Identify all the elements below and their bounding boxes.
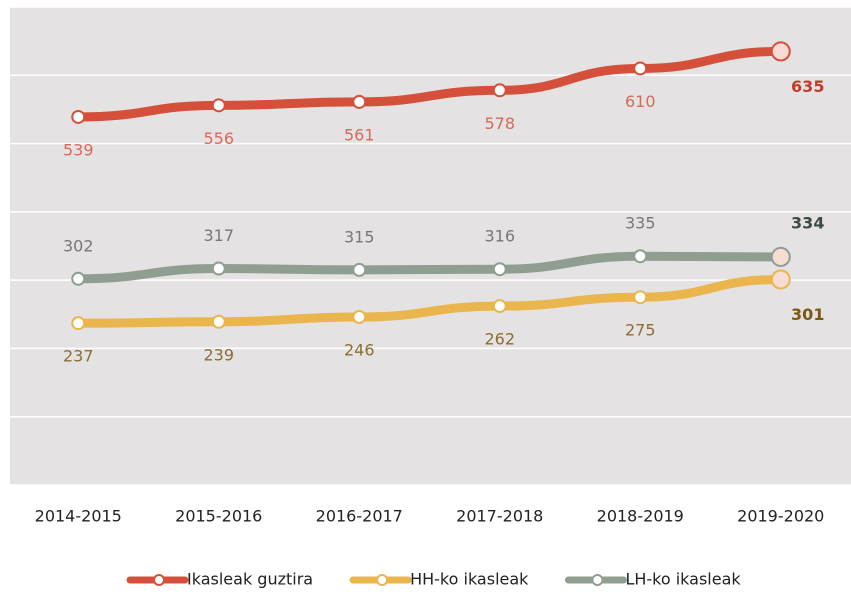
x-tick-label: 2014-2015 <box>35 507 122 526</box>
data-label: 315 <box>344 227 375 246</box>
point-marker <box>492 299 507 314</box>
data-label: 635 <box>791 77 824 96</box>
data-label: 262 <box>484 330 515 349</box>
legend-label: LH-ko ikasleak <box>625 570 741 589</box>
x-tick-label: 2018-2019 <box>597 507 684 526</box>
series-line <box>73 274 786 328</box>
data-label: 302 <box>63 236 94 255</box>
point-marker <box>633 249 648 264</box>
point-marker <box>492 83 507 98</box>
data-label: 539 <box>63 140 94 159</box>
legend-label: Ikasleak guztira <box>187 570 313 589</box>
legend-marker <box>153 574 165 586</box>
legend-label: HH-ko ikasleak <box>410 570 529 589</box>
point-marker <box>770 246 791 267</box>
data-label: 246 <box>344 341 375 360</box>
data-label: 610 <box>625 92 656 111</box>
point-marker <box>492 262 507 277</box>
point-marker <box>352 262 367 277</box>
point-marker <box>211 314 226 329</box>
point-marker <box>633 290 648 305</box>
legend-marker <box>376 574 389 586</box>
data-label: 561 <box>344 125 375 144</box>
data-label: 334 <box>791 213 824 232</box>
point-marker <box>352 310 367 325</box>
point-marker <box>71 316 86 331</box>
x-tick-label: 2015-2016 <box>175 507 262 526</box>
data-label: 275 <box>625 321 656 340</box>
point-marker <box>211 261 226 276</box>
point-marker <box>71 271 86 286</box>
data-label: 316 <box>484 227 515 246</box>
data-label: 578 <box>484 114 515 133</box>
data-label: 556 <box>203 129 234 148</box>
series-line <box>73 46 786 122</box>
data-label: 237 <box>63 347 94 366</box>
point-marker <box>770 269 791 290</box>
data-label: 317 <box>203 226 234 245</box>
point-marker <box>211 98 226 113</box>
x-tick-label: 2016-2017 <box>316 507 403 526</box>
data-label: 335 <box>625 214 656 233</box>
series-line <box>73 251 786 284</box>
x-tick-label: 2019-2020 <box>737 507 824 526</box>
point-marker <box>352 94 367 109</box>
x-tick-label: 2017-2018 <box>456 507 543 526</box>
data-label: 239 <box>203 345 234 364</box>
legend-marker <box>591 574 604 586</box>
point-marker <box>633 61 648 76</box>
data-label: 301 <box>791 305 824 324</box>
point-marker <box>71 109 86 124</box>
plot-background <box>10 7 851 485</box>
point-marker <box>770 41 791 62</box>
